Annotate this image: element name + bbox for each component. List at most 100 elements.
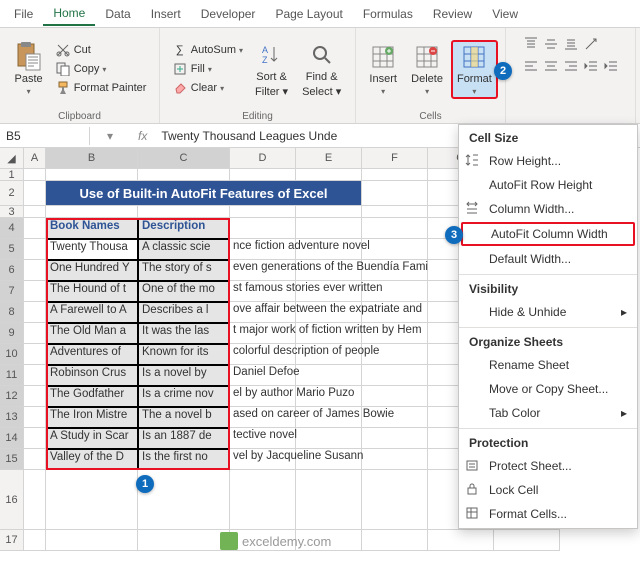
menu-protect[interactable]: Protect Sheet...	[459, 454, 637, 478]
format-cells-button[interactable]: Format ▾	[451, 40, 498, 99]
row-hdr[interactable]: 6	[0, 260, 24, 281]
align-top-icon[interactable]	[523, 36, 539, 52]
chevron-down-icon: ▾	[208, 65, 212, 74]
paste-button[interactable]: Paste ▾	[9, 41, 49, 98]
tab-developer[interactable]: Developer	[191, 3, 266, 25]
orientation-icon[interactable]	[583, 36, 599, 52]
tab-view[interactable]: View	[482, 3, 528, 25]
cell-book[interactable]: A Farewell to A	[46, 302, 138, 323]
cell-desc[interactable]: Is a crime nov	[138, 386, 230, 407]
cut-button[interactable]: Cut	[51, 41, 151, 59]
delete-cells-button[interactable]: Delete ▾	[405, 41, 449, 98]
cell-book[interactable]: Twenty Thousa	[46, 239, 138, 260]
cell-book[interactable]: The Godfather	[46, 386, 138, 407]
find-select-button[interactable]: Find &Select ▾	[296, 39, 347, 100]
cell-desc[interactable]: Is the first no	[138, 449, 230, 470]
row-hdr[interactable]: 17	[0, 530, 24, 551]
tab-file[interactable]: File	[4, 3, 43, 25]
cell-desc[interactable]: Known for its	[138, 344, 230, 365]
cell-desc[interactable]: It was the las	[138, 323, 230, 344]
indent-inc-icon[interactable]	[603, 59, 619, 75]
row-hdr[interactable]: 16	[0, 470, 24, 530]
row-hdr[interactable]: 15	[0, 449, 24, 470]
copy-button[interactable]: Copy ▾	[51, 60, 151, 78]
col-hdr[interactable]: A	[24, 148, 46, 169]
col-hdr[interactable]: C	[138, 148, 230, 169]
menu-col-width[interactable]: Column Width...	[459, 197, 637, 221]
sigma-icon: ∑	[172, 42, 188, 58]
menu-tab-color[interactable]: Tab Color▸	[459, 401, 637, 425]
menu-format-cells[interactable]: Format Cells...	[459, 502, 637, 526]
hdr-book[interactable]: Book Names	[46, 218, 138, 239]
menu-autofit-row[interactable]: AutoFit Row Height	[459, 173, 637, 197]
cell-book[interactable]: A Study in Scar	[46, 428, 138, 449]
tab-home[interactable]: Home	[43, 2, 95, 26]
row-hdr[interactable]: 8	[0, 302, 24, 323]
cell-book[interactable]: Valley of the D	[46, 449, 138, 470]
format-dropdown-menu: Cell Size Row Height... AutoFit Row Heig…	[458, 124, 638, 529]
col-hdr[interactable]: F	[362, 148, 428, 169]
hdr-desc[interactable]: Description	[138, 218, 230, 239]
delete-icon	[413, 43, 441, 71]
row-hdr[interactable]: 11	[0, 365, 24, 386]
clear-button[interactable]: Clear ▾	[168, 79, 247, 97]
menu-rename[interactable]: Rename Sheet	[459, 353, 637, 377]
row-hdr[interactable]: 10	[0, 344, 24, 365]
col-hdr[interactable]: D	[230, 148, 296, 169]
lock-icon	[465, 482, 481, 498]
row-hdr[interactable]: 5	[0, 239, 24, 260]
menu-autofit-col[interactable]: AutoFit Column Width	[461, 222, 635, 246]
format-cells-icon	[465, 506, 481, 522]
autosum-button[interactable]: ∑ AutoSum ▾	[168, 41, 247, 59]
align-center-icon[interactable]	[543, 59, 559, 75]
menu-default-width[interactable]: Default Width...	[459, 247, 637, 271]
tab-insert[interactable]: Insert	[141, 3, 191, 25]
indent-dec-icon[interactable]	[583, 59, 599, 75]
cell-desc[interactable]: The story of s	[138, 260, 230, 281]
format-painter-button[interactable]: Format Painter	[51, 79, 151, 97]
title-cell[interactable]: Use of Built-in AutoFit Features of Exce…	[46, 181, 362, 206]
row-hdr[interactable]: 2	[0, 181, 24, 206]
row-hdr[interactable]: 1	[0, 169, 24, 181]
row-hdr[interactable]: 7	[0, 281, 24, 302]
col-hdr[interactable]: B	[46, 148, 138, 169]
fill-button[interactable]: Fill ▾	[168, 60, 247, 78]
tab-formulas[interactable]: Formulas	[353, 3, 423, 25]
row-hdr[interactable]: 12	[0, 386, 24, 407]
fx-icon[interactable]: fx	[130, 129, 155, 143]
cell-book[interactable]: The Hound of t	[46, 281, 138, 302]
select-all-corner[interactable]: ◢	[0, 148, 24, 169]
cell-desc[interactable]: One of the mo	[138, 281, 230, 302]
cell-book[interactable]: The Old Man a	[46, 323, 138, 344]
row-hdr[interactable]: 4	[0, 218, 24, 239]
cell-book[interactable]: One Hundred Y	[46, 260, 138, 281]
align-mid-icon[interactable]	[543, 36, 559, 52]
cell-desc[interactable]: A classic scie	[138, 239, 230, 260]
cell-book[interactable]: Adventures of	[46, 344, 138, 365]
col-hdr[interactable]: E	[296, 148, 362, 169]
row-hdr[interactable]: 3	[0, 206, 24, 218]
tab-review[interactable]: Review	[423, 3, 482, 25]
align-left-icon[interactable]	[523, 59, 539, 75]
row-hdr[interactable]: 13	[0, 407, 24, 428]
menu-lock[interactable]: Lock Cell	[459, 478, 637, 502]
align-bot-icon[interactable]	[563, 36, 579, 52]
menu-move-copy[interactable]: Move or Copy Sheet...	[459, 377, 637, 401]
cell-desc[interactable]: Is a novel by	[138, 365, 230, 386]
paste-icon	[15, 43, 43, 71]
tab-data[interactable]: Data	[95, 3, 140, 25]
cell-book[interactable]: The Iron Mistre	[46, 407, 138, 428]
cell-desc[interactable]: The a novel b	[138, 407, 230, 428]
tab-page-layout[interactable]: Page Layout	[265, 3, 352, 25]
menu-hide-unhide[interactable]: Hide & Unhide▸	[459, 300, 637, 324]
name-box[interactable]: B5	[0, 127, 90, 145]
cell-desc[interactable]: Describes a l	[138, 302, 230, 323]
insert-cells-button[interactable]: Insert ▾	[363, 41, 403, 98]
menu-row-height[interactable]: Row Height...	[459, 149, 637, 173]
sort-filter-button[interactable]: AZ Sort &Filter ▾	[249, 39, 294, 100]
cell-desc[interactable]: Is an 1887 de	[138, 428, 230, 449]
cell-book[interactable]: Robinson Crus	[46, 365, 138, 386]
row-hdr[interactable]: 14	[0, 428, 24, 449]
align-right-icon[interactable]	[563, 59, 579, 75]
row-hdr[interactable]: 9	[0, 323, 24, 344]
